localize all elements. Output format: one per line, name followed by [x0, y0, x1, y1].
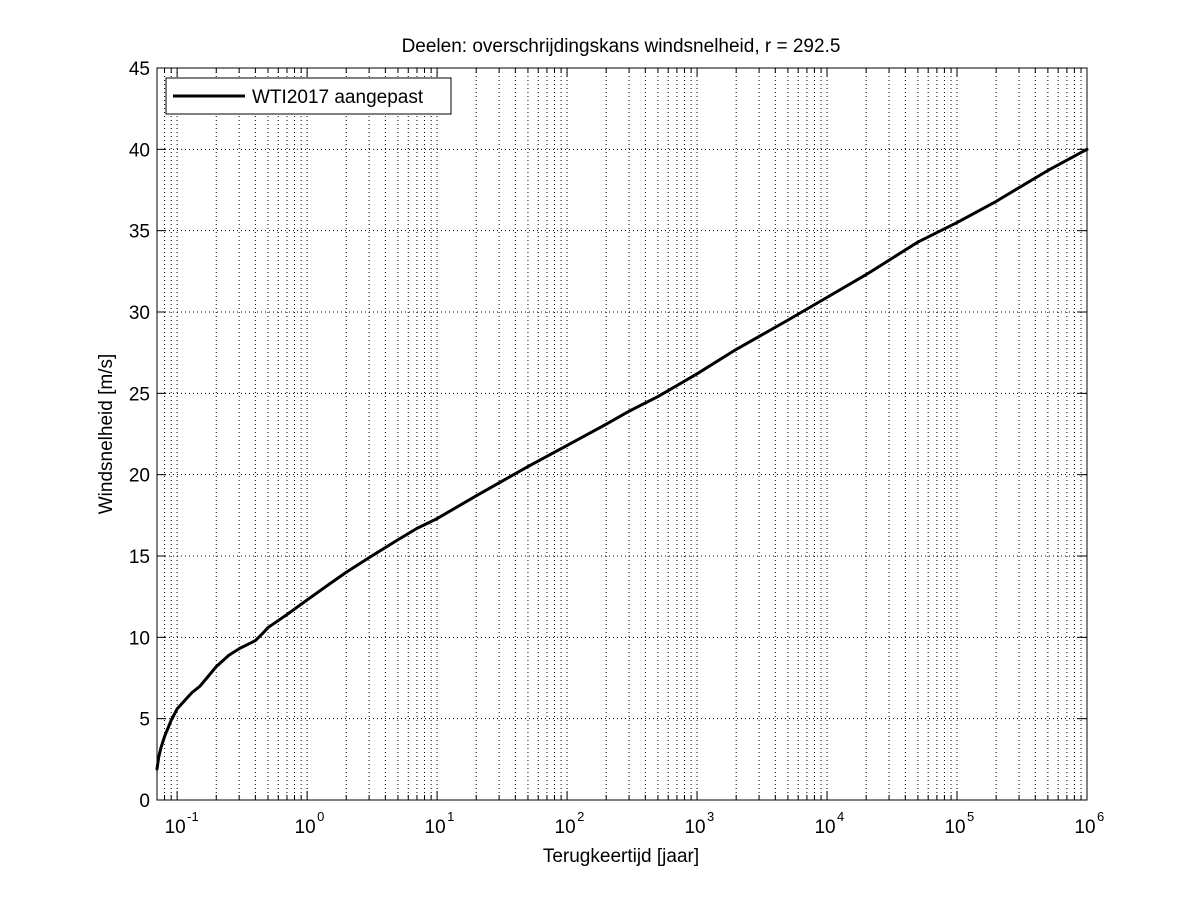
- tick-marks: [156, 67, 1088, 801]
- y-tick-label: 0: [139, 791, 150, 812]
- y-tick-label: 10: [129, 628, 150, 649]
- y-tick-label: 30: [129, 303, 150, 324]
- x-axis-label: Terugkeertijd [jaar]: [543, 846, 699, 867]
- y-tick-label: 15: [129, 547, 150, 568]
- x-tick-label: 102: [555, 809, 585, 838]
- y-axis-label: Windsnelheid [m/s]: [96, 354, 117, 515]
- x-tick-label: 101: [425, 809, 455, 838]
- x-tick-label-base: 10: [425, 817, 446, 838]
- plot-area: 05101520253035404510-1100101102103104105…: [129, 59, 1104, 838]
- x-tick-label-base: 10: [165, 817, 186, 838]
- chart-title: Deelen: overschrijdingskans windsnelheid…: [402, 36, 841, 57]
- x-tick-label-base: 10: [944, 817, 965, 838]
- grid-lines: [157, 68, 1087, 800]
- x-tick-label-exponent: 1: [447, 809, 454, 824]
- series-line: [155, 147, 1089, 771]
- x-tick-label: 104: [814, 809, 844, 838]
- y-tick-label: 45: [129, 59, 150, 80]
- x-tick-label-base: 10: [684, 817, 705, 838]
- x-tick-label: 100: [295, 809, 325, 838]
- x-tick-label-exponent: -1: [187, 809, 199, 824]
- x-tick-label-base: 10: [295, 817, 316, 838]
- x-tick-label-exponent: 5: [967, 809, 974, 824]
- x-tick-label-base: 10: [555, 817, 576, 838]
- x-tick-label-exponent: 2: [577, 809, 584, 824]
- x-tick-label-exponent: 4: [837, 809, 844, 824]
- x-tick-label-base: 10: [814, 817, 835, 838]
- y-tick-label: 25: [129, 384, 150, 405]
- x-tick-label: 103: [684, 809, 714, 838]
- x-tick-label: 105: [944, 809, 974, 838]
- x-tick-label-base: 10: [1074, 817, 1095, 838]
- x-tick-label: 106: [1074, 809, 1104, 838]
- x-tick-label: 10-1: [165, 809, 199, 838]
- axes-frame: [156, 67, 1088, 801]
- x-tick-label-exponent: 6: [1097, 809, 1104, 824]
- x-tick-label-exponent: 0: [317, 809, 324, 824]
- y-tick-label: 5: [139, 710, 150, 731]
- x-tick-label-exponent: 3: [707, 809, 714, 824]
- y-tick-label: 35: [129, 222, 150, 243]
- y-tick-label: 40: [129, 140, 150, 161]
- legend-label: WTI2017 aangepast: [252, 87, 424, 108]
- y-tick-label: 20: [129, 466, 150, 487]
- legend: WTI2017 aangepast: [165, 77, 452, 115]
